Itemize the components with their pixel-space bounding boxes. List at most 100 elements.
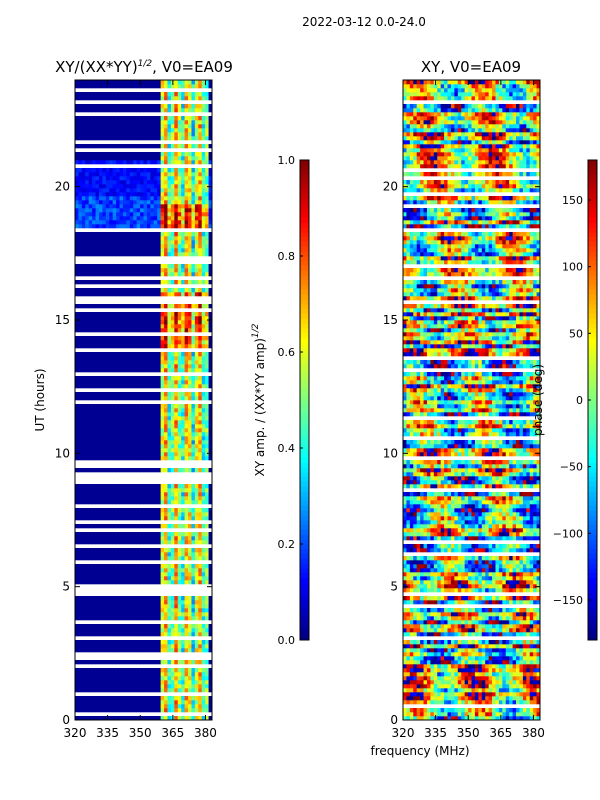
amplitude-cell [109,416,114,421]
amplitude-cell [133,604,138,609]
amplitude-cell [177,676,182,681]
amplitude-cell [78,688,83,693]
amplitude-cell [136,616,141,621]
amplitude-cell [98,408,103,413]
amplitude-cell [112,360,117,365]
amplitude-cell [170,264,175,269]
amplitude-cell [98,120,103,125]
amplitude-cell [105,168,110,173]
amplitude-cell [143,708,148,713]
amplitude-cell [194,192,199,197]
amplitude-cell [164,412,168,417]
amplitude-cell [95,196,100,201]
amplitude-cell [75,452,79,457]
amplitude-cell [184,552,189,557]
y-tick-label: 10 [55,446,70,460]
amplitude-cell [98,196,103,201]
amplitude-cell [140,232,144,237]
amplitude-cell [160,156,165,161]
amplitude-cell [116,412,120,417]
amplitude-cell [150,600,155,605]
amplitude-cell [126,624,131,629]
amplitude-cell [164,524,168,529]
amplitude-cell [157,684,162,689]
amplitude-cell [177,600,182,605]
amplitude-cell [143,216,148,221]
amplitude-cell [85,548,90,553]
amplitude-cell [85,432,90,437]
amplitude-cell [146,448,151,453]
amplitude-cell [201,124,206,129]
amplitude-cell [194,548,199,553]
amplitude-cell [174,108,179,113]
amplitude-cell [75,380,79,385]
amplitude-cell [184,452,189,457]
amplitude-cell [191,432,196,437]
amplitude-cell [164,704,168,709]
amplitude-cell [160,252,165,257]
amplitude-cell [133,272,138,277]
amplitude-cell [174,192,179,197]
amplitude-cell [177,440,182,445]
amplitude-cell [157,312,162,317]
amplitude-cell [116,252,120,257]
amplitude-cell [119,108,124,113]
amplitude-cell [129,628,134,633]
amplitude-cell [143,116,148,121]
amplitude-cell [85,192,90,197]
amplitude-cell [119,420,124,425]
amplitude-cell [157,432,162,437]
amplitude-cell [119,452,124,457]
amplitude-cell [194,416,199,421]
amplitude-cell [184,384,189,389]
colorbar-segment [300,241,309,247]
amplitude-cell [126,572,131,577]
amplitude-cell [75,224,79,229]
amplitude-cell [92,312,96,317]
amplitude-cell [167,632,172,637]
amplitude-cell [153,576,158,581]
amplitude-cell [188,340,192,345]
amplitude-cell [105,396,110,401]
amplitude-cell [201,244,206,249]
amplitude-cell [81,648,86,653]
amplitude-cell [205,84,209,89]
amplitude-cell [164,108,168,113]
amplitude-cell [150,624,155,629]
amplitude-cell [208,268,213,273]
amplitude-cell [129,180,134,185]
amplitude-cell [150,596,155,601]
amplitude-cell [150,292,155,297]
amplitude-cell [109,632,114,637]
amplitude-cell [129,392,134,397]
amplitude-cell [78,336,83,341]
amplitude-cell [170,152,175,157]
amplitude-cell [116,392,120,397]
amplitude-cell [170,488,175,493]
amplitude-cell [105,176,110,181]
amplitude-cell [88,628,93,633]
amplitude-cell [167,548,172,553]
amplitude-cell [88,324,93,329]
amplitude-cell [129,580,134,585]
amplitude-cell [153,700,158,705]
amplitude-cell [153,344,158,349]
amplitude-cell [85,208,90,213]
amplitude-cell [78,304,83,309]
amplitude-cell [201,660,206,665]
amplitude-cell [112,680,117,685]
amplitude-cell [170,200,175,205]
amplitude-cell [92,392,96,397]
amplitude-cell [205,688,209,693]
amplitude-cell [160,200,165,205]
amplitude-cell [150,696,155,701]
amplitude-cell [184,432,189,437]
amplitude-cell [188,176,192,181]
amplitude-cell [143,208,148,213]
amplitude-cell [85,624,90,629]
amplitude-cell [177,640,182,645]
amplitude-cell [116,264,120,269]
amplitude-cell [126,92,131,97]
amplitude-cell [75,672,79,677]
amplitude-cell [201,648,206,653]
